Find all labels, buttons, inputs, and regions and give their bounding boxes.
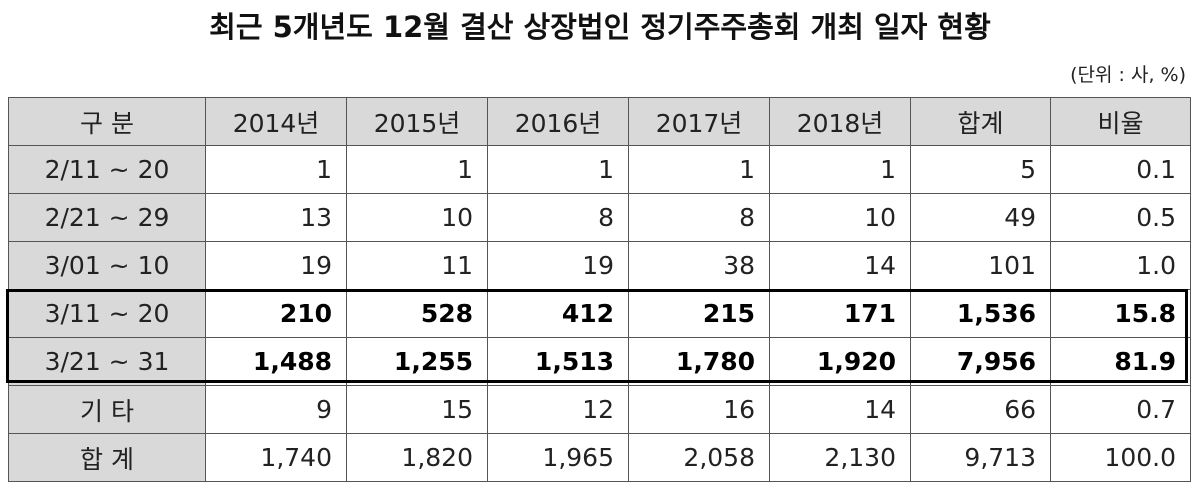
cell-2014: 19 [205,241,347,290]
row-label: 3/11 ~ 20 [8,289,206,338]
cell-2016: 1 [487,145,629,194]
cell-2017: 2,058 [628,433,770,482]
header-category: 구 분 [8,97,206,146]
header-ratio: 비율 [1050,97,1191,146]
cell-2016: 412 [487,289,629,338]
cell-2016: 1,965 [487,433,629,482]
cell-2015: 528 [346,289,488,338]
agm-date-table: 구 분 2014년 2015년 2016년 2017년 2018년 합계 비율 … [8,97,1191,482]
unit-note: (단위 : 사, %) [1070,64,1186,86]
row-label: 3/21 ~ 31 [8,337,206,386]
cell-2018: 1 [769,145,911,194]
cell-2014: 13 [205,193,347,242]
cell-2015: 1,255 [346,337,488,386]
cell-2016: 19 [487,241,629,290]
cell-ratio: 0.7 [1050,385,1191,434]
cell-2014: 1,488 [205,337,347,386]
row-label: 2/21 ~ 29 [8,193,206,242]
header-2016: 2016년 [487,97,629,146]
cell-2018: 14 [769,385,911,434]
cell-2018: 1,920 [769,337,911,386]
header-total: 합계 [910,97,1051,146]
cell-2014: 9 [205,385,347,434]
table-container: 구 분 2014년 2015년 2016년 2017년 2018년 합계 비율 … [8,97,1191,482]
cell-2015: 15 [346,385,488,434]
cell-2014: 1 [205,145,347,194]
cell-2018: 14 [769,241,911,290]
header-2015: 2015년 [346,97,488,146]
table-row-highlighted: 3/11 ~ 20 210 528 412 215 171 1,536 15.8 [8,289,1191,338]
cell-2017: 8 [628,193,770,242]
cell-total: 49 [910,193,1051,242]
table-row: 기 타 9 15 12 16 14 66 0.7 [8,385,1191,434]
cell-ratio: 0.5 [1050,193,1191,242]
table-row: 2/11 ~ 20 1 1 1 1 1 5 0.1 [8,145,1191,194]
cell-2014: 210 [205,289,347,338]
cell-2014: 1,740 [205,433,347,482]
cell-ratio: 0.1 [1050,145,1191,194]
table-row: 3/01 ~ 10 19 11 19 38 14 101 1.0 [8,241,1191,290]
cell-ratio: 81.9 [1050,337,1191,386]
cell-2018: 171 [769,289,911,338]
cell-ratio: 100.0 [1050,433,1191,482]
cell-total: 5 [910,145,1051,194]
cell-ratio: 15.8 [1050,289,1191,338]
cell-2015: 11 [346,241,488,290]
cell-total: 1,536 [910,289,1051,338]
row-label: 합 계 [8,433,206,482]
cell-2017: 1,780 [628,337,770,386]
table-header-row: 구 분 2014년 2015년 2016년 2017년 2018년 합계 비율 [8,97,1191,146]
cell-2017: 215 [628,289,770,338]
row-label: 2/11 ~ 20 [8,145,206,194]
row-label: 3/01 ~ 10 [8,241,206,290]
cell-2016: 1,513 [487,337,629,386]
header-2014: 2014년 [205,97,347,146]
cell-2015: 1 [346,145,488,194]
header-2018: 2018년 [769,97,911,146]
cell-2018: 2,130 [769,433,911,482]
table-row-highlighted: 3/21 ~ 31 1,488 1,255 1,513 1,780 1,920 … [8,337,1191,386]
page-title: 최근 5개년도 12월 결산 상장법인 정기주주총회 개최 일자 현황 [209,10,991,44]
cell-2017: 16 [628,385,770,434]
cell-total: 7,956 [910,337,1051,386]
cell-2018: 10 [769,193,911,242]
cell-total: 66 [910,385,1051,434]
cell-2015: 10 [346,193,488,242]
cell-total: 101 [910,241,1051,290]
cell-2017: 1 [628,145,770,194]
cell-2016: 12 [487,385,629,434]
row-label: 기 타 [8,385,206,434]
cell-2016: 8 [487,193,629,242]
header-2017: 2017년 [628,97,770,146]
cell-2017: 38 [628,241,770,290]
cell-total: 9,713 [910,433,1051,482]
cell-2015: 1,820 [346,433,488,482]
table-row-total: 합 계 1,740 1,820 1,965 2,058 2,130 9,713 … [8,433,1191,482]
table-row: 2/21 ~ 29 13 10 8 8 10 49 0.5 [8,193,1191,242]
cell-ratio: 1.0 [1050,241,1191,290]
